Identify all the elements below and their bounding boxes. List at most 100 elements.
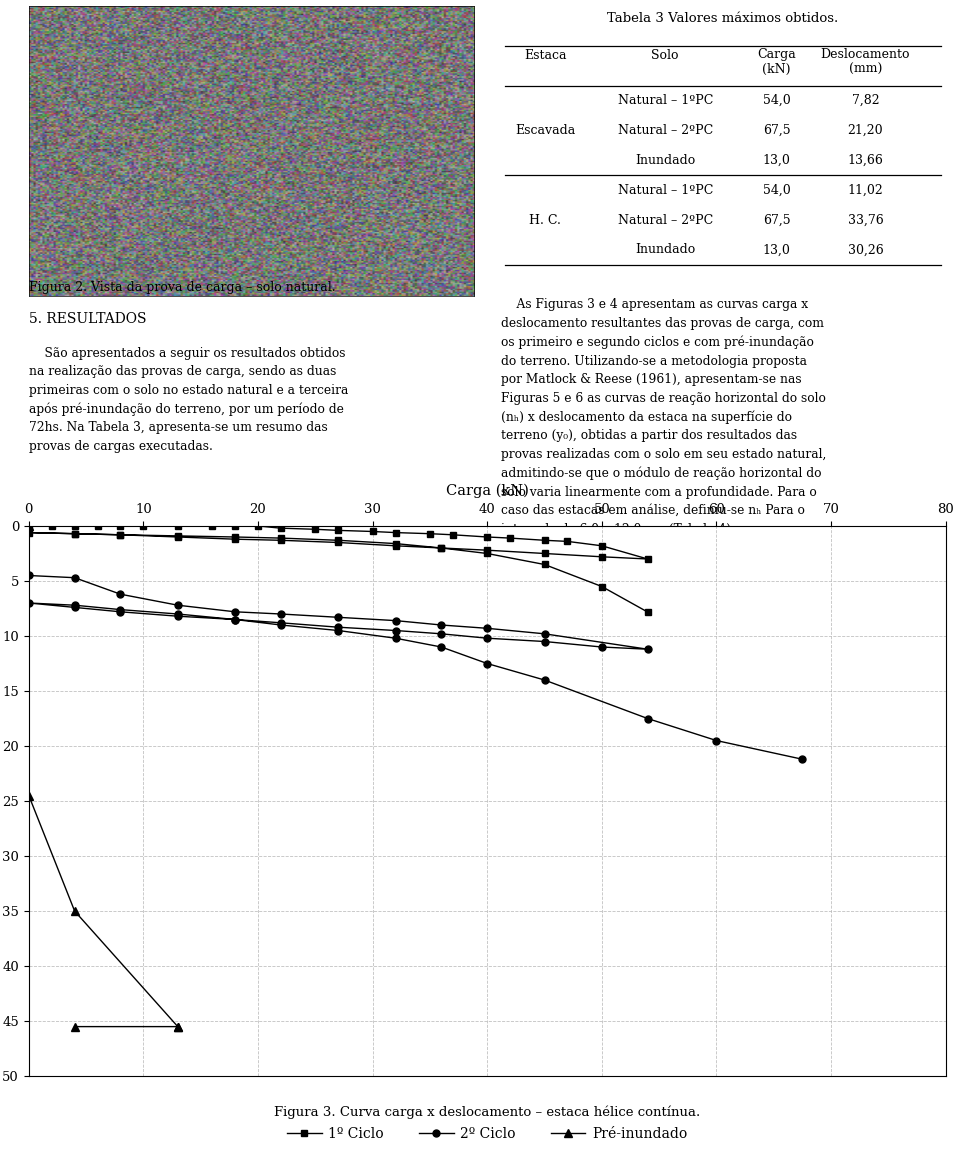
2º Ciclo (332, 620, 344, 634)
Pré-inundado (23, 519, 35, 533)
Text: 11,02: 11,02 (848, 184, 883, 197)
X-axis label: Carga (kN): Carga (kN) (445, 484, 529, 498)
Text: 5. RESULTADOS: 5. RESULTADOS (29, 312, 146, 326)
2º Ciclo (642, 711, 654, 725)
Text: Tabela 3 Valores máximos obtidos.: Tabela 3 Valores máximos obtidos. (608, 12, 839, 25)
2º Ciclo (23, 568, 35, 582)
Line: 1º Ciclo: 1º Ciclo (25, 523, 651, 615)
Text: Natural – 1ºPC: Natural – 1ºPC (617, 184, 713, 197)
1º Ciclo (482, 546, 493, 560)
2º Ciclo (436, 627, 447, 641)
1º Ciclo (642, 552, 654, 566)
1º Ciclo (482, 543, 493, 557)
1º Ciclo (137, 519, 149, 533)
1º Ciclo (596, 550, 608, 564)
1º Ciclo (562, 534, 573, 548)
1º Ciclo (390, 525, 401, 539)
2º Ciclo (172, 609, 183, 624)
Text: 54,0: 54,0 (762, 184, 790, 197)
Pré-inundado (172, 1020, 183, 1034)
Text: São apresentados a seguir os resultados obtidos
na realização das provas de carg: São apresentados a seguir os resultados … (29, 347, 348, 452)
2º Ciclo (482, 621, 493, 635)
1º Ciclo (115, 527, 127, 541)
2º Ciclo (797, 752, 808, 766)
2º Ciclo (172, 607, 183, 621)
1º Ciclo (172, 519, 183, 533)
2º Ciclo (539, 673, 550, 687)
2º Ciclo (276, 615, 287, 629)
2º Ciclo (69, 598, 81, 612)
Text: Estaca: Estaca (524, 49, 566, 62)
Pré-inundado (69, 904, 81, 918)
Text: Carga
(kN): Carga (kN) (757, 48, 796, 76)
Text: 54,0: 54,0 (762, 94, 790, 107)
Text: Natural – 2ºPC: Natural – 2ºPC (617, 213, 713, 226)
Text: 67,5: 67,5 (762, 213, 790, 226)
2º Ciclo (69, 571, 81, 585)
1º Ciclo (115, 519, 127, 533)
2º Ciclo (229, 613, 241, 627)
Text: 7,82: 7,82 (852, 94, 879, 107)
1º Ciclo (390, 537, 401, 551)
1º Ciclo (229, 519, 241, 533)
Line: Pré-inundado: Pré-inundado (25, 522, 182, 1030)
2º Ciclo (436, 618, 447, 632)
Text: 67,5: 67,5 (762, 124, 790, 137)
2º Ciclo (390, 632, 401, 646)
1º Ciclo (539, 533, 550, 547)
Text: Natural – 2ºPC: Natural – 2ºPC (617, 124, 713, 137)
1º Ciclo (46, 519, 58, 533)
1º Ciclo (276, 531, 287, 545)
2º Ciclo (229, 613, 241, 627)
Text: 13,66: 13,66 (848, 154, 883, 166)
1º Ciclo (276, 533, 287, 547)
2º Ciclo (596, 640, 608, 654)
Text: Figura 2. Vista da prova de carga – solo natural.: Figura 2. Vista da prova de carga – solo… (29, 280, 335, 294)
2º Ciclo (642, 642, 654, 656)
2º Ciclo (539, 627, 550, 641)
Line: 2º Ciclo: 2º Ciclo (25, 572, 805, 763)
1º Ciclo (642, 605, 654, 619)
Text: Inundado: Inundado (636, 154, 695, 166)
1º Ciclo (332, 524, 344, 538)
2º Ciclo (115, 587, 127, 601)
2º Ciclo (390, 624, 401, 638)
Text: 13,0: 13,0 (762, 154, 790, 166)
2º Ciclo (482, 656, 493, 670)
1º Ciclo (447, 527, 459, 541)
2º Ciclo (482, 632, 493, 646)
Legend: 1º Ciclo, 2º Ciclo, Pré-inundado: 1º Ciclo, 2º Ciclo, Pré-inundado (281, 1122, 693, 1146)
1º Ciclo (229, 532, 241, 546)
Text: H. C.: H. C. (529, 213, 561, 226)
1º Ciclo (172, 529, 183, 543)
1º Ciclo (367, 524, 378, 538)
2º Ciclo (332, 624, 344, 638)
Text: Inundado: Inundado (636, 244, 695, 257)
1º Ciclo (23, 519, 35, 533)
Text: Natural – 1ºPC: Natural – 1ºPC (617, 94, 713, 107)
1º Ciclo (172, 530, 183, 544)
1º Ciclo (69, 526, 81, 540)
Pré-inundado (172, 1020, 183, 1034)
1º Ciclo (206, 519, 218, 533)
1º Ciclo (309, 523, 321, 537)
1º Ciclo (69, 519, 81, 533)
Text: 30,26: 30,26 (848, 244, 883, 257)
1º Ciclo (539, 546, 550, 560)
Pré-inundado (69, 1020, 81, 1034)
1º Ciclo (332, 533, 344, 547)
2º Ciclo (436, 640, 447, 654)
2º Ciclo (23, 597, 35, 611)
2º Ciclo (539, 634, 550, 648)
2º Ciclo (115, 605, 127, 619)
1º Ciclo (115, 527, 127, 541)
1º Ciclo (92, 519, 104, 533)
2º Ciclo (276, 607, 287, 621)
1º Ciclo (424, 526, 436, 540)
1º Ciclo (539, 558, 550, 572)
1º Ciclo (276, 522, 287, 536)
2º Ciclo (276, 618, 287, 632)
Text: 21,20: 21,20 (848, 124, 883, 137)
Pré-inundado (23, 789, 35, 803)
Text: Figura 3. Curva carga x deslocamento – estaca hélice contínua.: Figura 3. Curva carga x deslocamento – e… (274, 1105, 701, 1119)
